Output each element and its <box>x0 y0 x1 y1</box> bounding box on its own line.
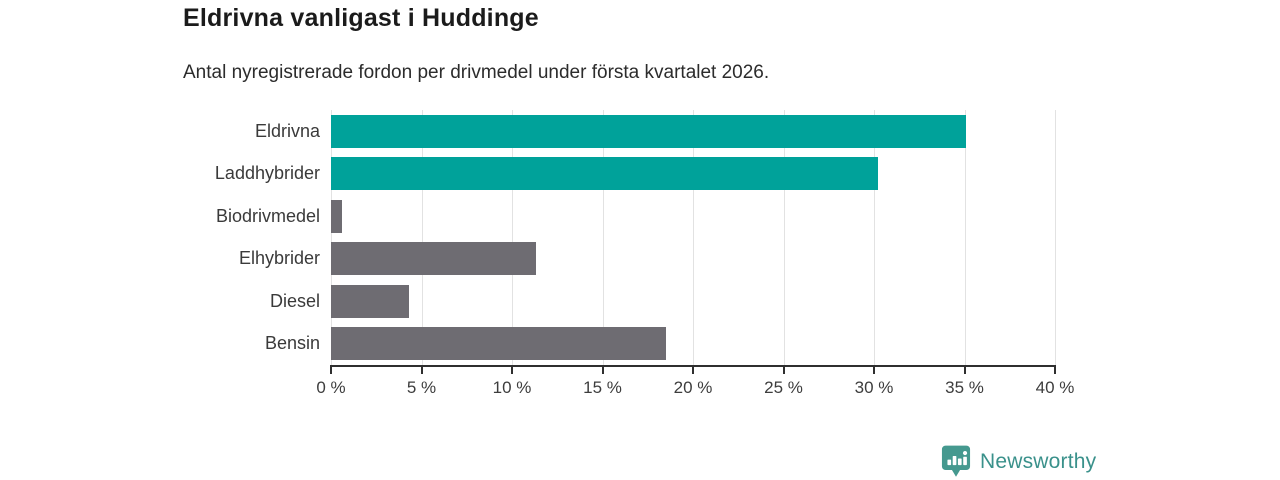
tick-mark <box>511 367 513 374</box>
bar-biodrivmedel <box>331 199 342 233</box>
brand-name: Newsworthy <box>980 449 1097 473</box>
gridline <box>964 110 966 365</box>
bar-eldrivna <box>331 114 967 148</box>
bar-chart-plot: Eldrivna Laddhybrider Biodrivmedel Elhybrid… <box>0 110 1074 397</box>
bar-row: Diesel <box>0 280 1055 323</box>
tick-mark <box>782 367 785 374</box>
tick-label: 25 % <box>764 378 803 397</box>
gridline <box>1055 110 1056 365</box>
bar-track <box>331 327 1055 361</box>
gridline <box>874 110 875 365</box>
bar-row: Laddhybrider <box>0 153 1055 196</box>
category-label: Elhybrider <box>238 248 320 269</box>
tick-mark <box>1054 367 1056 374</box>
tick-label: 20 % <box>673 378 713 397</box>
x-axis-ticks: 0 % 5 % 10 % 15 % 20 % 25 % 30 % 35 % 40 % <box>316 365 1074 415</box>
tick-mark <box>601 367 604 374</box>
bar-track <box>331 157 1055 191</box>
bar-row: Biodrivmedel <box>0 195 1055 238</box>
bar-row: Elhybrider <box>0 238 1055 281</box>
gridlines <box>331 110 1056 365</box>
gridline <box>783 110 785 365</box>
category-label: Biodrivmedel <box>215 205 320 226</box>
bar-row: Eldrivna <box>0 110 1055 153</box>
bar-laddhybrider <box>331 157 878 191</box>
x-axis-line <box>330 365 1056 367</box>
chart-subtitle: Antal nyregistrerade fordon per drivmede… <box>183 62 770 83</box>
bar-row: Bensin <box>0 323 1055 366</box>
tick-label: 35 % <box>945 378 984 397</box>
category-label: Laddhybrider <box>214 163 320 184</box>
tick-label: 0 % <box>316 378 346 397</box>
gridline <box>602 110 604 365</box>
tick-mark <box>330 367 332 374</box>
tick-mark <box>873 367 875 374</box>
category-label: Bensin <box>264 333 320 354</box>
gridline <box>331 110 332 365</box>
tick-mark <box>963 367 966 374</box>
tick-label: 15 % <box>583 378 622 397</box>
tick-label: 10 % <box>492 378 532 397</box>
chart-title: Eldrivna vanligast i Huddinge <box>183 4 539 32</box>
bar-bensin <box>331 327 666 361</box>
category-label: Eldrivna <box>254 120 320 141</box>
tick-mark <box>420 367 423 374</box>
gridline <box>693 110 694 365</box>
category-label: Diesel <box>269 290 320 311</box>
brand-logo: Newsworthy <box>941 445 1096 478</box>
bar-track <box>331 284 1055 318</box>
gridline <box>421 110 423 365</box>
bar-diesel <box>331 284 409 318</box>
bar-track <box>331 114 1055 148</box>
bar-rows: Eldrivna Laddhybrider Biodrivmedel Elhybrid… <box>0 110 1055 365</box>
tick-label: 40 % <box>1035 378 1075 397</box>
bar-track <box>331 199 1055 233</box>
newsworthy-icon <box>941 445 971 477</box>
tick-mark <box>692 367 694 374</box>
gridline <box>512 110 513 365</box>
tick-label: 30 % <box>854 378 894 397</box>
bar-elhybrider <box>331 242 536 276</box>
bar-track <box>331 242 1055 276</box>
tick-label: 5 % <box>406 378 437 397</box>
